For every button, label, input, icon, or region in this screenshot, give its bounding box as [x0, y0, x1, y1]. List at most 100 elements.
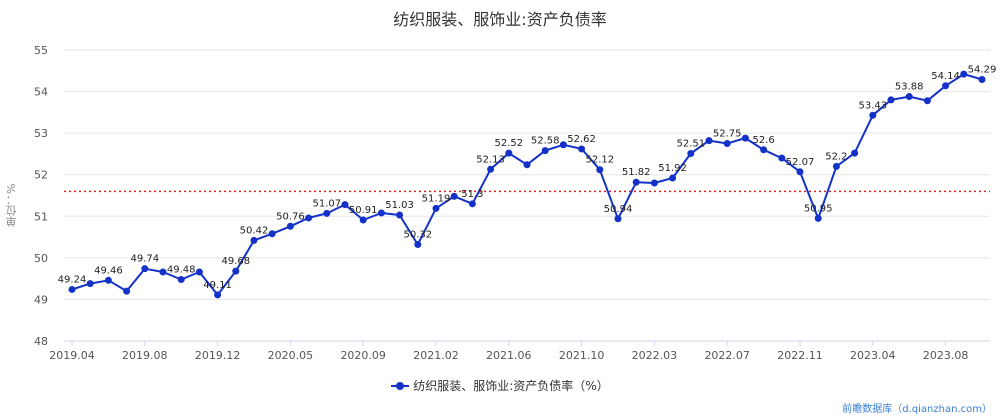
- data-label: 53.43: [858, 100, 887, 111]
- legend[interactable]: 纺织服装、服饰业:资产负债率（%）: [0, 377, 1000, 394]
- data-point: [323, 209, 331, 217]
- data-label: 50.94: [604, 204, 633, 215]
- data-point: [195, 268, 203, 276]
- data-label: 54.29: [968, 65, 997, 76]
- y-tick-label: 51: [34, 210, 48, 223]
- data-label: 51.19: [422, 193, 451, 204]
- data-point: [578, 145, 586, 153]
- legend-label: 纺织服装、服饰业:资产负债率（%）: [413, 379, 609, 393]
- x-tick-label: 2019.04: [49, 349, 95, 362]
- data-label: 53.88: [895, 82, 924, 93]
- y-tick-label: 50: [34, 252, 48, 265]
- data-point: [286, 222, 294, 230]
- data-point: [450, 192, 458, 200]
- data-label: 52.52: [494, 138, 523, 149]
- data-point: [614, 215, 622, 223]
- data-point: [214, 291, 222, 299]
- data-point: [359, 216, 367, 224]
- data-point: [760, 146, 768, 154]
- x-tick-label: 2020.09: [340, 349, 386, 362]
- x-tick-label: 2021.10: [559, 349, 605, 362]
- data-label: 52.2: [825, 151, 847, 162]
- data-label: 52.07: [786, 157, 815, 168]
- series-line: [71, 73, 983, 296]
- data-point: [123, 287, 131, 295]
- data-label: 51.82: [622, 167, 651, 178]
- x-tick-label: 2021.02: [413, 349, 459, 362]
- source-credit[interactable]: 前瞻数据库（d.qianzhan.com）: [842, 404, 992, 415]
- y-tick-label: 48: [34, 335, 48, 348]
- data-label: 51.92: [658, 163, 687, 174]
- data-point: [832, 162, 840, 170]
- data-point: [723, 140, 731, 148]
- data-label: 52.75: [713, 129, 742, 140]
- series-layer: [68, 70, 986, 299]
- data-label: 52.12: [585, 155, 614, 166]
- data-point: [814, 214, 822, 222]
- data-point: [414, 241, 422, 249]
- data-label: 51.3: [461, 189, 483, 200]
- data-label: 52.62: [567, 134, 596, 145]
- data-point: [177, 275, 185, 283]
- y-tick-label: 52: [34, 169, 48, 182]
- data-point: [796, 168, 804, 176]
- data-point: [523, 161, 531, 169]
- axes: 48 49 50 51 52 53 54 55 2019.04 2019.08 2019.12 202…: [34, 44, 990, 362]
- data-label: 49.68: [221, 256, 250, 267]
- data-label: 51.03: [385, 200, 414, 211]
- data-point: [887, 96, 895, 104]
- y-tick-label: 54: [34, 86, 48, 99]
- data-point: [68, 285, 76, 293]
- data-point: [468, 200, 476, 208]
- x-tick-label: 2020.05: [268, 349, 314, 362]
- data-point: [396, 211, 404, 219]
- y-tick-label: 55: [34, 44, 48, 57]
- x-tick-label: 2021.06: [486, 349, 532, 362]
- data-point: [705, 137, 713, 145]
- data-label: 51.07: [312, 198, 341, 209]
- data-point: [232, 267, 240, 275]
- x-tick-label: 2022.07: [704, 349, 750, 362]
- data-label: 50.76: [276, 211, 305, 222]
- x-tick-label: 2019.08: [122, 349, 168, 362]
- x-tick-label: 2022.03: [632, 349, 678, 362]
- data-point: [942, 82, 950, 90]
- legend-marker-icon: [391, 381, 410, 391]
- data-point: [141, 265, 149, 273]
- data-label: 49.48: [167, 264, 196, 275]
- data-point: [505, 149, 513, 157]
- data-point: [559, 141, 567, 149]
- data-point: [869, 111, 877, 119]
- data-label: 49.74: [130, 254, 159, 265]
- data-labels: 49.24 49.46 49.74 49.48 49.11 49.68 50.42 50.76…: [58, 65, 997, 291]
- data-point: [978, 76, 986, 84]
- data-point: [305, 214, 313, 222]
- data-label: 50.32: [403, 230, 432, 241]
- data-point: [650, 179, 658, 187]
- data-label: 52.6: [752, 135, 774, 146]
- data-label: 49.46: [94, 265, 123, 276]
- data-label: 52.58: [531, 136, 560, 147]
- data-point: [960, 70, 968, 78]
- y-tick-label: 53: [34, 127, 48, 140]
- data-point: [86, 280, 94, 288]
- data-point: [159, 268, 167, 276]
- data-point: [905, 93, 913, 101]
- data-label: 50.95: [804, 203, 833, 214]
- data-point: [341, 201, 349, 209]
- data-label: 49.11: [203, 280, 232, 291]
- data-point: [250, 236, 258, 244]
- data-label: 50.42: [240, 225, 269, 236]
- x-tick-label: 2023.04: [850, 349, 896, 362]
- data-point: [687, 150, 695, 158]
- data-point: [487, 165, 495, 173]
- chart-title: 纺织服装、服饰业:资产负债率: [393, 10, 607, 29]
- data-label: 50.91: [349, 205, 378, 216]
- x-tick-label: 2022.11: [777, 349, 823, 362]
- x-tick-label: 2023.08: [923, 349, 969, 362]
- data-label: 54.14: [931, 71, 960, 82]
- y-tick-label: 49: [34, 293, 48, 306]
- data-point: [923, 97, 931, 105]
- data-point: [268, 230, 276, 238]
